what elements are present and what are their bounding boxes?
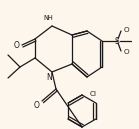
Text: O: O — [123, 49, 129, 55]
Text: S: S — [115, 37, 119, 46]
Text: O: O — [34, 102, 40, 111]
Text: O: O — [123, 27, 129, 33]
Text: N: N — [46, 72, 52, 82]
Text: O: O — [14, 42, 20, 50]
Text: Cl: Cl — [90, 91, 97, 97]
Text: NH: NH — [43, 15, 53, 21]
